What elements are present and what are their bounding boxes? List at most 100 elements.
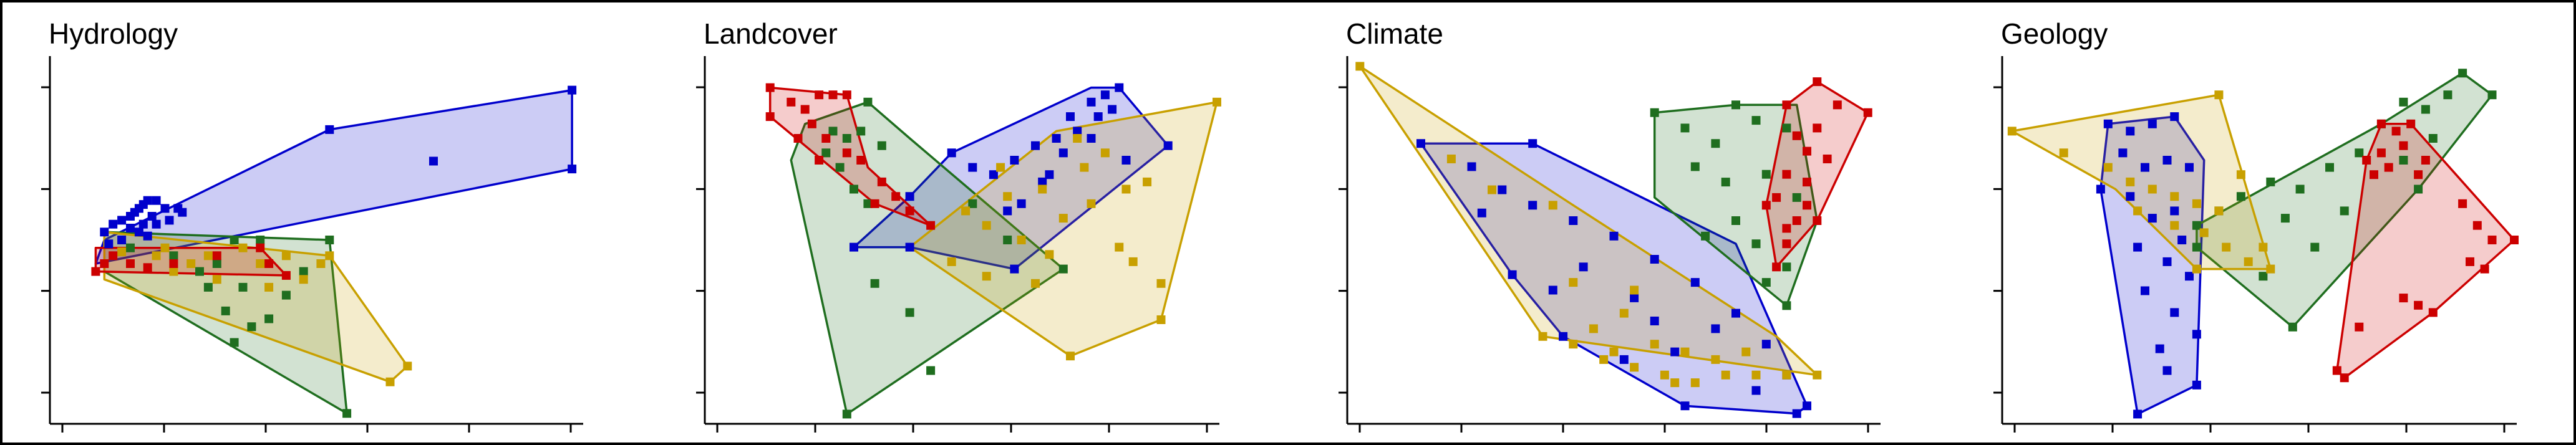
data-point-2 bbox=[117, 247, 127, 256]
data-point-2 bbox=[1721, 370, 1730, 380]
data-point-2 bbox=[1741, 347, 1751, 356]
data-point-1 bbox=[203, 282, 213, 292]
data-point-0 bbox=[2133, 242, 2143, 252]
chart-title: Geology bbox=[2001, 17, 2108, 50]
data-point-0 bbox=[850, 242, 858, 252]
chart-title: Landcover bbox=[704, 17, 838, 50]
data-point-3 bbox=[1772, 262, 1781, 272]
data-point-1 bbox=[2355, 148, 2364, 158]
data-point-0 bbox=[2155, 344, 2164, 353]
data-point-1 bbox=[850, 184, 858, 194]
data-point-3 bbox=[2376, 148, 2386, 158]
data-point-2 bbox=[1569, 340, 1578, 349]
data-point-0 bbox=[2170, 112, 2179, 122]
data-point-0 bbox=[104, 239, 114, 249]
data-point-1 bbox=[342, 409, 352, 418]
data-point-0 bbox=[1477, 208, 1486, 218]
data-point-2 bbox=[1538, 332, 1547, 341]
data-point-3 bbox=[807, 119, 816, 128]
data-point-2 bbox=[1751, 370, 1761, 380]
data-point-3 bbox=[1792, 216, 1801, 225]
data-point-1 bbox=[2295, 184, 2305, 194]
data-point-3 bbox=[905, 206, 914, 216]
data-point-1 bbox=[1731, 216, 1740, 225]
data-point-2 bbox=[1599, 355, 1609, 364]
data-point-3 bbox=[2414, 300, 2423, 310]
data-point-1 bbox=[2325, 163, 2334, 172]
data-point-2 bbox=[1066, 352, 1075, 361]
data-point-2 bbox=[2170, 221, 2179, 230]
chart-title: Climate bbox=[1346, 17, 1443, 50]
data-point-2 bbox=[2192, 264, 2201, 274]
panel-hydrology: Hydrology bbox=[41, 17, 583, 433]
data-point-0 bbox=[1711, 324, 1720, 333]
data-point-2 bbox=[1680, 347, 1690, 356]
series-hull-0 bbox=[94, 89, 573, 265]
data-point-2 bbox=[1660, 370, 1669, 380]
data-point-2 bbox=[1017, 236, 1026, 244]
data-point-2 bbox=[2222, 242, 2231, 252]
data-point-1 bbox=[2458, 69, 2467, 78]
data-point-2 bbox=[256, 259, 265, 268]
data-point-2 bbox=[1031, 279, 1040, 288]
data-point-2 bbox=[325, 251, 334, 261]
data-point-2 bbox=[1143, 177, 1152, 186]
data-point-3 bbox=[100, 259, 109, 268]
data-point-3 bbox=[1803, 178, 1811, 187]
data-point-2 bbox=[2147, 184, 2157, 194]
data-point-2 bbox=[1115, 242, 1124, 252]
data-point-0 bbox=[1087, 97, 1096, 107]
data-point-0 bbox=[1548, 285, 1557, 295]
data-point-3 bbox=[126, 259, 135, 268]
series-hull-2 bbox=[1358, 65, 1819, 376]
data-point-2 bbox=[982, 272, 991, 281]
data-point-3 bbox=[2362, 156, 2371, 165]
data-point-2 bbox=[316, 259, 326, 268]
data-point-2 bbox=[1711, 355, 1720, 364]
data-point-0 bbox=[134, 227, 143, 237]
data-point-1 bbox=[1711, 139, 1720, 148]
data-point-3 bbox=[2391, 127, 2401, 136]
data-point-1 bbox=[212, 259, 221, 268]
data-point-2 bbox=[2170, 192, 2179, 201]
data-point-0 bbox=[1121, 156, 1131, 165]
data-point-1 bbox=[1751, 239, 1761, 249]
data-point-3 bbox=[842, 148, 851, 158]
data-point-2 bbox=[1670, 378, 1680, 388]
data-point-1 bbox=[870, 279, 879, 288]
data-point-2 bbox=[1038, 184, 1047, 194]
data-point-2 bbox=[2244, 257, 2253, 266]
data-point-0 bbox=[2096, 184, 2105, 194]
data-point-2 bbox=[1073, 134, 1082, 143]
series-hull-1 bbox=[2196, 72, 2494, 328]
data-point-0 bbox=[109, 219, 118, 229]
data-point-3 bbox=[2472, 221, 2482, 230]
data-point-3 bbox=[877, 177, 886, 186]
data-point-3 bbox=[2414, 170, 2423, 179]
data-point-3 bbox=[2370, 170, 2378, 179]
data-point-0 bbox=[1803, 401, 1811, 411]
data-point-3 bbox=[1782, 100, 1791, 110]
data-point-1 bbox=[281, 290, 291, 300]
data-point-0 bbox=[1416, 139, 1425, 148]
data-point-1 bbox=[299, 267, 308, 276]
data-point-0 bbox=[905, 192, 914, 201]
data-point-2 bbox=[2059, 148, 2068, 158]
data-point-0 bbox=[1609, 231, 1619, 241]
data-point-0 bbox=[1010, 264, 1019, 274]
data-point-1 bbox=[821, 148, 831, 158]
data-point-1 bbox=[2310, 242, 2320, 252]
data-point-3 bbox=[281, 270, 291, 280]
data-point-0 bbox=[1038, 177, 1047, 186]
data-point-2 bbox=[2126, 177, 2135, 186]
data-point-0 bbox=[2177, 236, 2187, 244]
data-point-1 bbox=[195, 267, 204, 276]
data-point-0 bbox=[1619, 355, 1629, 364]
data-point-3 bbox=[765, 112, 775, 122]
data-point-1 bbox=[828, 127, 838, 136]
data-point-0 bbox=[1093, 112, 1103, 122]
data-point-2 bbox=[1813, 370, 1822, 380]
data-point-2 bbox=[2214, 90, 2224, 100]
data-point-2 bbox=[1080, 163, 1089, 172]
